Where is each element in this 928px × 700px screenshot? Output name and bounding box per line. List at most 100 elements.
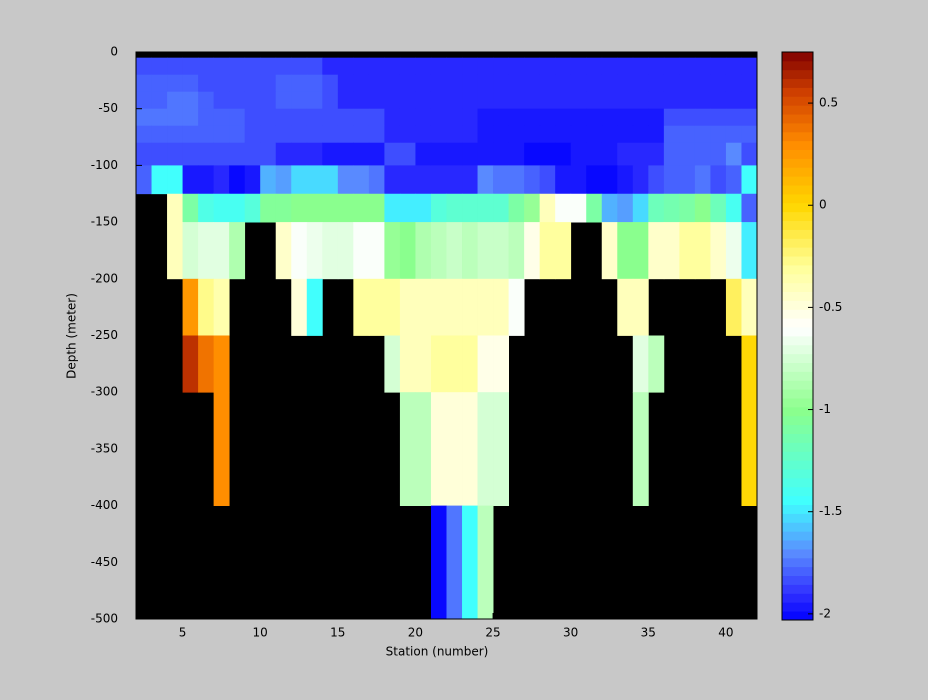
heatmap-cell: [601, 193, 618, 223]
heatmap-cell: [353, 108, 370, 127]
heatmap-cell: [555, 91, 572, 110]
heatmap-cell: [337, 74, 354, 93]
heatmap-cell: [555, 193, 572, 223]
colorbar-band: [782, 291, 813, 301]
heatmap-cell: [493, 335, 509, 393]
heatmap-cell: [306, 222, 323, 280]
heatmap-cell: [337, 222, 354, 280]
heatmap-cell: [182, 165, 199, 195]
heatmap-cell: [353, 91, 370, 110]
colorbar-band: [782, 327, 813, 337]
heatmap-cell: [462, 193, 478, 223]
heatmap-cell: [399, 335, 416, 393]
heatmap-cell: [477, 505, 494, 620]
heatmap-cell: [493, 91, 509, 110]
heatmap-cell: [570, 57, 587, 76]
heatmap-cell: [586, 74, 603, 93]
heatmap-cell: [275, 193, 292, 223]
heatmap-cell: [337, 165, 354, 195]
heatmap-cell: [198, 165, 215, 195]
heatmap-cell: [306, 278, 323, 336]
x-tick-label: 10: [253, 626, 268, 640]
heatmap-cell: [601, 91, 618, 110]
colorbar-band: [782, 398, 813, 408]
heatmap-cell: [322, 125, 339, 144]
heatmap-cell: [213, 392, 230, 506]
heatmap-cell: [508, 193, 525, 223]
heatmap-cell: [679, 165, 696, 195]
heatmap-cell: [508, 108, 525, 127]
colorbar-band: [782, 362, 813, 372]
heatmap-cell: [617, 142, 634, 166]
heatmap-cell: [648, 165, 665, 195]
heatmap-cell: [399, 222, 416, 280]
heatmap-cell: [710, 193, 727, 223]
heatmap-cell: [694, 91, 711, 110]
colorbar-band: [782, 158, 813, 168]
heatmap-cell: [244, 57, 261, 76]
heatmap-cell: [539, 108, 556, 127]
heatmap-cell: [430, 108, 447, 127]
heatmap-cell: [198, 222, 215, 280]
heatmap-cell: [679, 193, 696, 223]
heatmap-cell: [430, 142, 447, 166]
heatmap-cell: [725, 165, 742, 195]
colorbar-band: [782, 584, 813, 594]
heatmap-cell: [136, 108, 152, 127]
colorbar-band: [782, 69, 813, 80]
colorbar-band: [782, 451, 813, 461]
heatmap-cell: [477, 91, 494, 110]
heatmap-cell: [353, 57, 370, 76]
heatmap-cell: [306, 193, 323, 223]
heatmap-cell: [555, 165, 572, 195]
heatmap-cell: [322, 74, 339, 93]
heatmap-cell: [741, 165, 758, 195]
y-tick-label: -150: [91, 215, 118, 229]
heatmap-cell: [306, 57, 323, 76]
heatmap-cell: [586, 142, 603, 166]
heatmap-cell: [632, 91, 649, 110]
heatmap-cell: [725, 74, 742, 93]
heatmap-cell: [741, 193, 758, 223]
heatmap-cell: [446, 193, 463, 223]
heatmap-cell: [167, 142, 183, 166]
heatmap-cell: [198, 57, 215, 76]
colorbar-band: [782, 265, 813, 275]
heatmap-cell: [477, 125, 494, 144]
heatmap-cell: [741, 74, 758, 93]
heatmap-cell: [291, 57, 308, 76]
heatmap-cell: [710, 125, 727, 144]
heatmap-cell: [493, 222, 509, 280]
heatmap-cell: [617, 222, 634, 280]
heatmap-cell: [213, 125, 230, 144]
heatmap-cell: [462, 165, 478, 195]
heatmap-cell: [260, 125, 277, 144]
heatmap-cell: [167, 125, 183, 144]
colorbar-tick-label: -1.5: [819, 504, 842, 518]
heatmap-cell: [446, 108, 463, 127]
heatmap-cell: [384, 57, 401, 76]
heatmap-cell: [462, 222, 478, 280]
heatmap-cell: [663, 74, 680, 93]
heatmap-cell: [586, 125, 603, 144]
heatmap-cell: [260, 74, 277, 93]
heatmap-cell: [462, 335, 478, 393]
heatmap-cell: [539, 125, 556, 144]
heatmap-cell: [632, 335, 649, 393]
heatmap-cell: [586, 91, 603, 110]
heatmap-cell: [617, 91, 634, 110]
heatmap-cell: [353, 222, 370, 280]
heatmap-cell: [213, 108, 230, 127]
heatmap-cell: [741, 278, 758, 336]
heatmap-cell: [446, 74, 463, 93]
heatmap-cell: [198, 125, 215, 144]
heatmap-cell: [741, 222, 758, 280]
heatmap-cell: [555, 222, 572, 280]
heatmap-cell: [663, 222, 680, 280]
heatmap-cell: [446, 142, 463, 166]
heatmap-cell: [353, 142, 370, 166]
heatmap-cell: [617, 278, 634, 336]
heatmap-cell: [477, 222, 494, 280]
heatmap-cell: [384, 142, 401, 166]
